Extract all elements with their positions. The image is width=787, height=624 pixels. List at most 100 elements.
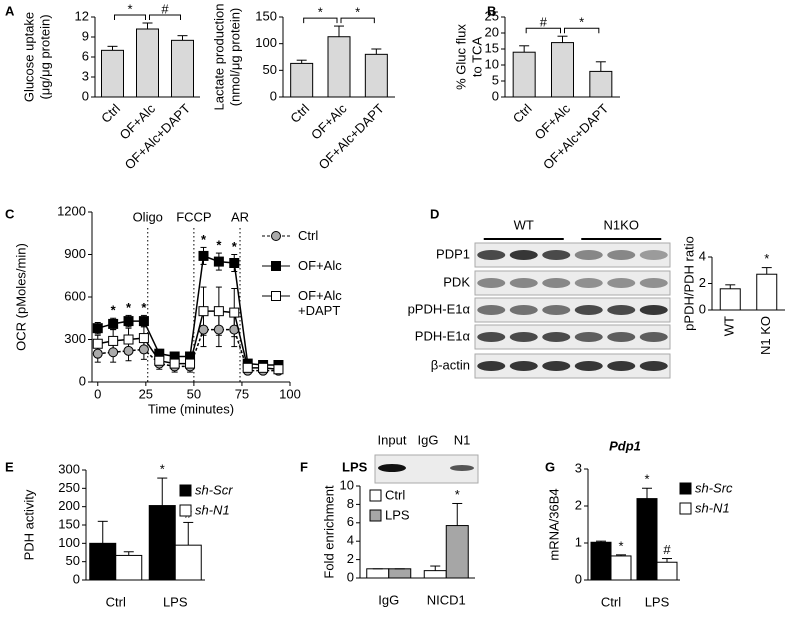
event-label: AR bbox=[231, 209, 249, 224]
blot-row-label: β-actin bbox=[431, 357, 470, 372]
y-axis-label: (nmol/μg protein) bbox=[227, 8, 242, 107]
x-tick-label: Ctrl bbox=[106, 594, 126, 609]
y-axis-label: % Gluc flux bbox=[453, 24, 468, 90]
legend-marker bbox=[271, 261, 281, 271]
blot-band bbox=[477, 278, 506, 288]
blot-band bbox=[574, 250, 603, 260]
blot-strip bbox=[474, 242, 671, 268]
blot-band bbox=[509, 250, 538, 260]
blot-band bbox=[574, 361, 603, 371]
x-tick-label: Ctrl bbox=[98, 101, 123, 126]
marker bbox=[273, 364, 284, 375]
x-tick-label: N1 KO bbox=[758, 316, 773, 355]
bar bbox=[327, 36, 351, 98]
marker bbox=[198, 306, 209, 317]
panel-label: A bbox=[5, 3, 15, 18]
blot-band bbox=[607, 361, 636, 371]
y-tick-label: 150 bbox=[255, 8, 277, 23]
y-tick-label: 4 bbox=[699, 248, 706, 263]
bar bbox=[756, 273, 778, 311]
significance-bracket bbox=[525, 27, 561, 34]
y-tick-label: 300 bbox=[64, 331, 86, 346]
significance-bracket bbox=[149, 14, 181, 20]
legend-label: sh-Src bbox=[695, 480, 733, 495]
blot-band bbox=[509, 305, 538, 315]
y-axis-label: Lactate production bbox=[211, 4, 226, 111]
x-tick-label: 100 bbox=[279, 386, 301, 401]
legend-label: sh-N1 bbox=[695, 500, 730, 515]
blot-lane-label: IgG bbox=[418, 432, 439, 447]
y-tick-label: 15 bbox=[485, 40, 499, 55]
blot-band bbox=[477, 361, 506, 371]
y-tick-label: 3 bbox=[82, 68, 89, 83]
y-tick-label: 250 bbox=[58, 480, 80, 495]
marker bbox=[213, 256, 224, 267]
y-tick-label: 10 bbox=[340, 477, 354, 492]
y-tick-label: 2 bbox=[347, 551, 354, 566]
marker bbox=[92, 348, 103, 359]
panel-label: C bbox=[5, 206, 15, 221]
blot-band bbox=[477, 332, 506, 342]
y-tick-label: 3 bbox=[575, 460, 582, 475]
significance-label: # bbox=[540, 15, 548, 30]
panel-label: B bbox=[487, 3, 496, 18]
significance-label: * bbox=[455, 487, 460, 502]
bar bbox=[445, 525, 469, 579]
y-tick-label: 1200 bbox=[57, 203, 86, 218]
x-tick-label: LPS bbox=[645, 594, 670, 609]
y-tick-label: 20 bbox=[485, 24, 499, 39]
x-tick-label: NICD1 bbox=[427, 592, 466, 607]
blot-band bbox=[542, 278, 571, 288]
panel-label: G bbox=[545, 459, 555, 474]
legend-swatch bbox=[369, 489, 382, 502]
y-axis-label: PDH activity bbox=[21, 489, 36, 560]
marker bbox=[123, 334, 134, 345]
y-tick-label: 25 bbox=[485, 8, 499, 23]
marker bbox=[213, 324, 224, 335]
bar bbox=[89, 542, 117, 581]
significance-label: * bbox=[127, 1, 132, 16]
blot-band bbox=[639, 332, 668, 342]
y-tick-label: 0 bbox=[492, 88, 499, 103]
bar bbox=[171, 39, 194, 98]
blot-band bbox=[607, 250, 636, 260]
bar bbox=[610, 555, 632, 581]
y-tick-label: 8 bbox=[347, 496, 354, 511]
y-axis-label: OCR (pMoles/min) bbox=[13, 243, 28, 351]
event-label: Oligo bbox=[133, 209, 163, 224]
blot-band bbox=[542, 250, 571, 260]
y-tick-label: 2 bbox=[575, 497, 582, 512]
blot-lane-label: N1 bbox=[454, 432, 471, 447]
x-tick-label: Ctrl bbox=[510, 101, 535, 126]
blot-band bbox=[509, 361, 538, 371]
blot-band bbox=[639, 361, 668, 371]
y-axis-label: pPDH/PDH ratio bbox=[681, 236, 696, 331]
x-tick-label: 25 bbox=[139, 386, 153, 401]
legend-label: Ctrl bbox=[385, 487, 405, 502]
significance-label: # bbox=[161, 1, 169, 16]
blot-band bbox=[639, 250, 668, 260]
legend-swatch bbox=[179, 504, 192, 517]
marker bbox=[258, 362, 269, 373]
marker bbox=[123, 345, 134, 356]
blot-band bbox=[639, 278, 668, 288]
x-tick-label: 0 bbox=[94, 386, 101, 401]
significance-label: # bbox=[663, 542, 671, 557]
legend-label: LPS bbox=[385, 507, 410, 522]
y-tick-label: 150 bbox=[58, 516, 80, 531]
marker bbox=[138, 333, 149, 344]
blot-band bbox=[574, 305, 603, 315]
bar bbox=[101, 49, 124, 98]
blot-band bbox=[574, 332, 603, 342]
blot-band bbox=[607, 305, 636, 315]
bar bbox=[136, 28, 159, 98]
bar bbox=[656, 561, 678, 581]
blot-strip bbox=[474, 270, 671, 296]
significance-label: * bbox=[355, 5, 360, 20]
bar bbox=[551, 42, 574, 98]
legend-label: sh-N1 bbox=[195, 502, 230, 517]
marker bbox=[92, 338, 103, 349]
x-tick-label: IgG bbox=[378, 592, 399, 607]
y-axis-label: Fold enrichment bbox=[321, 485, 336, 579]
